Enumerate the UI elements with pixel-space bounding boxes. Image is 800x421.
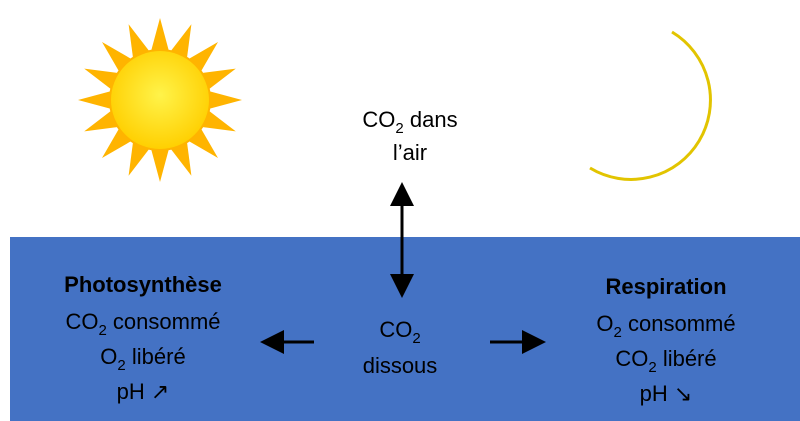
photosynthesis-line: CO2 consommé: [65, 309, 220, 339]
text-run: CO: [615, 346, 648, 371]
dissolved-line: CO2: [379, 317, 420, 347]
sun-ray: [169, 139, 192, 176]
photosynthesis-line: pH ↗: [117, 379, 170, 404]
respiration-line: CO2 libéré: [615, 346, 716, 376]
sun-ray: [128, 139, 151, 176]
text-run: libéré: [657, 346, 717, 371]
respiration-line: O2 consommé: [596, 311, 735, 341]
photosynthesis-line: O2 libéré: [100, 344, 185, 374]
text-run: consommé: [107, 309, 221, 334]
sun-ray: [207, 90, 242, 110]
respiration-line: pH ↘: [640, 381, 693, 406]
text-run: O: [100, 344, 117, 369]
air-line: l’air: [393, 140, 427, 165]
text-run: CO: [362, 107, 395, 132]
sun-ray: [150, 147, 170, 182]
subscript: 2: [98, 322, 106, 339]
dissolved-line: dissous: [363, 353, 438, 378]
subscript: 2: [117, 357, 125, 374]
photosynthesis-title: Photosynthèse: [64, 272, 222, 297]
sun-ray: [78, 90, 113, 110]
sun-ray: [199, 68, 236, 91]
text-run: CO: [65, 309, 98, 334]
moon-icon: [589, 30, 712, 181]
sun-disc: [109, 49, 211, 151]
sun-ray: [84, 109, 121, 132]
sun-ray: [128, 24, 151, 61]
sun-ray: [150, 18, 170, 53]
text-run: libéré: [126, 344, 186, 369]
text-run: l’air: [393, 140, 427, 165]
text-run: O: [596, 311, 613, 336]
text-run: dans: [404, 107, 458, 132]
air-line: CO2 dans: [362, 107, 457, 137]
text-run: pH ↗: [117, 379, 170, 404]
sun-ray: [169, 24, 192, 61]
text-run: CO: [379, 317, 412, 342]
text-run: pH ↘: [640, 381, 693, 406]
subscript: 2: [614, 324, 622, 341]
text-run: consommé: [622, 311, 736, 336]
text-run: dissous: [363, 353, 438, 378]
sun-icon: [78, 18, 242, 182]
subscript: 2: [395, 120, 403, 137]
respiration-title: Respiration: [605, 274, 726, 299]
subscript: 2: [412, 330, 420, 347]
sun-ray: [199, 109, 236, 132]
subscript: 2: [648, 359, 656, 376]
sun-ray: [84, 68, 121, 91]
